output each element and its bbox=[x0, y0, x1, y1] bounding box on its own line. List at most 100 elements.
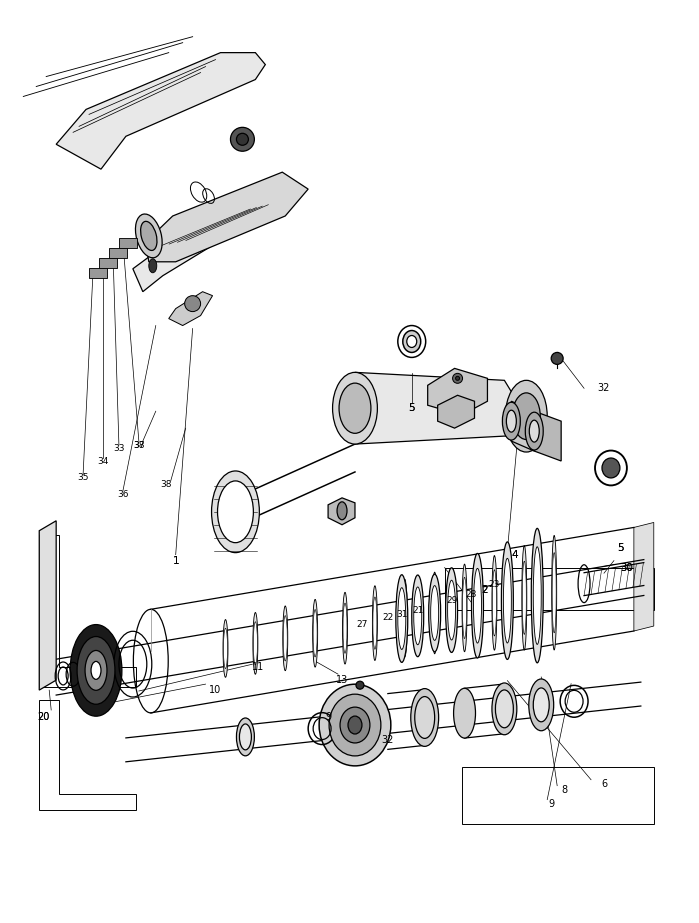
Ellipse shape bbox=[140, 222, 157, 250]
Text: 11: 11 bbox=[252, 662, 264, 672]
Ellipse shape bbox=[432, 572, 437, 653]
Ellipse shape bbox=[505, 380, 547, 452]
Polygon shape bbox=[634, 522, 654, 631]
Text: 30: 30 bbox=[621, 563, 633, 572]
Ellipse shape bbox=[496, 689, 513, 727]
Text: 22: 22 bbox=[382, 613, 394, 622]
Polygon shape bbox=[39, 521, 56, 690]
Ellipse shape bbox=[407, 335, 417, 347]
Ellipse shape bbox=[415, 697, 435, 738]
Bar bbox=[99, 258, 117, 268]
Ellipse shape bbox=[224, 629, 227, 668]
Ellipse shape bbox=[340, 707, 370, 743]
Ellipse shape bbox=[403, 591, 407, 645]
Circle shape bbox=[456, 377, 459, 380]
Text: 21: 21 bbox=[412, 605, 424, 615]
Ellipse shape bbox=[552, 535, 556, 650]
Ellipse shape bbox=[312, 599, 317, 667]
Ellipse shape bbox=[91, 662, 101, 679]
Text: 6: 6 bbox=[601, 779, 607, 789]
Text: 4: 4 bbox=[511, 549, 518, 559]
Ellipse shape bbox=[512, 393, 540, 439]
Ellipse shape bbox=[412, 575, 424, 656]
Ellipse shape bbox=[431, 585, 439, 641]
Ellipse shape bbox=[240, 724, 252, 749]
Text: 33: 33 bbox=[113, 444, 124, 452]
Ellipse shape bbox=[412, 699, 431, 737]
Ellipse shape bbox=[463, 577, 466, 639]
Ellipse shape bbox=[333, 372, 377, 444]
Ellipse shape bbox=[253, 613, 258, 675]
Bar bbox=[89, 268, 107, 278]
Ellipse shape bbox=[348, 716, 362, 734]
Ellipse shape bbox=[472, 554, 484, 658]
Ellipse shape bbox=[329, 694, 381, 756]
Ellipse shape bbox=[454, 689, 475, 738]
Ellipse shape bbox=[526, 413, 543, 450]
Polygon shape bbox=[534, 412, 561, 461]
Ellipse shape bbox=[552, 553, 556, 633]
Polygon shape bbox=[355, 372, 526, 444]
Ellipse shape bbox=[602, 458, 620, 478]
Ellipse shape bbox=[411, 689, 439, 747]
Ellipse shape bbox=[501, 542, 513, 659]
Text: 13: 13 bbox=[336, 675, 348, 685]
Ellipse shape bbox=[212, 471, 259, 553]
Ellipse shape bbox=[416, 705, 428, 731]
Circle shape bbox=[356, 681, 364, 689]
Ellipse shape bbox=[503, 558, 512, 643]
Text: 20: 20 bbox=[37, 712, 50, 722]
Ellipse shape bbox=[403, 580, 408, 657]
Ellipse shape bbox=[529, 420, 539, 442]
Ellipse shape bbox=[522, 561, 526, 634]
Ellipse shape bbox=[447, 581, 456, 640]
Polygon shape bbox=[133, 182, 288, 292]
Circle shape bbox=[236, 133, 248, 145]
Ellipse shape bbox=[398, 588, 406, 650]
Ellipse shape bbox=[503, 402, 520, 440]
Circle shape bbox=[231, 127, 254, 151]
Text: 1: 1 bbox=[173, 556, 179, 566]
Ellipse shape bbox=[522, 545, 527, 650]
Text: 2: 2 bbox=[481, 585, 488, 595]
Text: 9: 9 bbox=[548, 798, 554, 809]
Bar bbox=[109, 248, 127, 258]
Ellipse shape bbox=[223, 619, 228, 677]
Polygon shape bbox=[428, 368, 487, 415]
Ellipse shape bbox=[506, 410, 517, 432]
Polygon shape bbox=[168, 292, 212, 326]
Text: 5: 5 bbox=[618, 543, 624, 553]
Ellipse shape bbox=[319, 684, 391, 766]
Text: 32: 32 bbox=[382, 735, 394, 745]
Ellipse shape bbox=[149, 258, 157, 273]
Circle shape bbox=[185, 295, 201, 312]
Ellipse shape bbox=[396, 575, 408, 663]
Ellipse shape bbox=[398, 326, 426, 357]
Ellipse shape bbox=[332, 713, 344, 740]
Ellipse shape bbox=[531, 528, 543, 663]
Text: 5: 5 bbox=[408, 403, 415, 414]
Ellipse shape bbox=[313, 609, 317, 657]
Ellipse shape bbox=[329, 708, 347, 746]
Polygon shape bbox=[146, 173, 308, 262]
Polygon shape bbox=[512, 402, 534, 451]
Text: 27: 27 bbox=[356, 620, 368, 629]
Text: 38: 38 bbox=[133, 440, 145, 450]
Ellipse shape bbox=[283, 616, 287, 661]
Ellipse shape bbox=[217, 481, 253, 543]
Text: 4: 4 bbox=[511, 549, 518, 559]
Ellipse shape bbox=[492, 556, 497, 650]
Ellipse shape bbox=[77, 637, 115, 704]
Ellipse shape bbox=[528, 679, 554, 731]
Text: 9: 9 bbox=[325, 712, 331, 722]
Ellipse shape bbox=[70, 625, 122, 716]
Ellipse shape bbox=[343, 603, 347, 653]
Ellipse shape bbox=[283, 605, 288, 671]
Ellipse shape bbox=[373, 586, 377, 661]
Text: 32: 32 bbox=[598, 383, 610, 393]
Text: 2: 2 bbox=[481, 585, 488, 595]
Text: 34: 34 bbox=[97, 457, 108, 465]
Circle shape bbox=[552, 353, 563, 365]
Text: 37: 37 bbox=[133, 440, 145, 450]
Text: 28: 28 bbox=[466, 590, 477, 599]
